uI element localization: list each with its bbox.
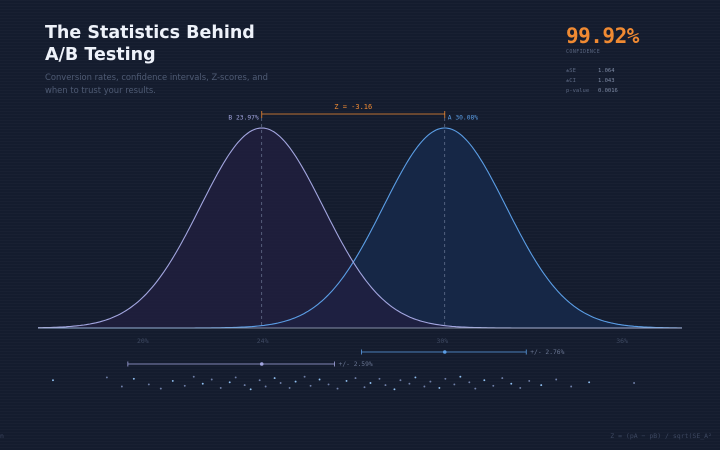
- sample-point: [519, 386, 522, 389]
- z-formula: Z = (pA − pB) / sqrt(SE_A²: [610, 432, 712, 440]
- curve-a-fill: [38, 128, 682, 328]
- sample-point: [444, 377, 447, 380]
- stat-value: 0.0016: [598, 88, 618, 94]
- sample-point: [219, 386, 222, 389]
- stat-key: p-value: [566, 88, 590, 94]
- sample-point: [183, 384, 186, 387]
- sample-point: [147, 383, 150, 386]
- sample-point: [492, 384, 495, 387]
- sample-point: [633, 382, 636, 384]
- x-tick-label: 36%: [616, 337, 628, 345]
- sample-point: [201, 382, 204, 385]
- stats-table: ±SE 1.064 ±CI 1.043 p-value 0.0016: [566, 66, 618, 96]
- sample-point: [354, 377, 357, 380]
- sample-point: [429, 380, 432, 383]
- sample-point: [423, 385, 426, 388]
- sample-point: [294, 380, 297, 383]
- sample-point: [474, 387, 477, 390]
- sample-point: [279, 382, 282, 384]
- sample-point: [369, 382, 372, 384]
- sample-point: [228, 381, 231, 384]
- sample-point: [483, 379, 486, 382]
- sample-point: [555, 378, 558, 381]
- sample-point: [570, 385, 573, 388]
- sample-point: [528, 379, 531, 382]
- sample-point: [52, 379, 54, 382]
- sample-point: [588, 381, 591, 384]
- sample-point: [384, 384, 387, 387]
- sample-point: [210, 378, 213, 381]
- series-b-label: B 23.97%: [228, 115, 259, 122]
- sample-point: [510, 382, 513, 385]
- sample-point: [501, 377, 504, 380]
- sample-point: [258, 379, 261, 382]
- sample-point: [378, 377, 381, 380]
- stat-row-ci: ±CI 1.043: [566, 76, 618, 86]
- sample-point: [408, 382, 411, 385]
- x-tick-label: 30%: [436, 337, 448, 345]
- page-subtitle: Conversion rates, confidence intervals, …: [45, 72, 269, 95]
- series-a-ci-mean-point: [442, 350, 447, 354]
- footer-left-mark: n: [0, 432, 4, 440]
- x-tick-label: 20%: [137, 337, 149, 345]
- sample-point: [132, 377, 135, 380]
- sample-point: [105, 376, 108, 379]
- sample-point: [468, 381, 471, 384]
- x-tick-label: 24%: [257, 337, 269, 345]
- sample-point: [345, 379, 348, 382]
- stat-row-se: ±SE 1.064: [566, 66, 618, 76]
- series-b-ci-label: +/- 2.59%: [339, 361, 373, 368]
- sample-point: [438, 386, 441, 389]
- sample-point: [171, 379, 174, 382]
- sample-point: [120, 385, 123, 388]
- sample-point: [309, 384, 312, 387]
- series-b-ci-mean-point: [259, 362, 264, 366]
- stat-key: ±SE: [566, 68, 576, 74]
- z-score-label: Z = -3.16: [334, 103, 372, 111]
- sample-point: [264, 385, 267, 388]
- page-title: The Statistics Behind A/B Testing: [45, 23, 255, 65]
- stat-row-p-value: p-value 0.0016: [566, 86, 618, 96]
- stat-key: ±CI: [566, 78, 576, 84]
- sample-point: [393, 388, 396, 391]
- sample-point: [336, 387, 339, 390]
- sample-point: [453, 383, 456, 386]
- sample-point: [363, 386, 366, 389]
- sample-point: [288, 386, 291, 389]
- sample-point: [327, 383, 330, 386]
- stat-value: 1.043: [598, 78, 615, 84]
- series-a-ci-label: +/- 2.76%: [530, 349, 564, 356]
- curve-b-fill: [38, 128, 682, 328]
- sample-point: [192, 375, 195, 378]
- series-a-label: A 30.08%: [448, 115, 479, 122]
- confidence-label: CONFIDENCE: [566, 49, 601, 55]
- stat-value: 1.064: [598, 68, 615, 74]
- sample-point: [459, 375, 462, 378]
- sample-point: [159, 387, 162, 390]
- sample-point: [273, 377, 276, 380]
- sample-point: [303, 375, 306, 378]
- sample-point: [414, 376, 417, 379]
- sample-point: [234, 376, 237, 379]
- confidence-value: 99.92%: [566, 24, 639, 48]
- sample-point: [540, 384, 543, 387]
- sample-point: [318, 378, 321, 381]
- sample-point: [399, 379, 402, 382]
- sample-point: [243, 384, 246, 387]
- sample-point: [249, 388, 252, 391]
